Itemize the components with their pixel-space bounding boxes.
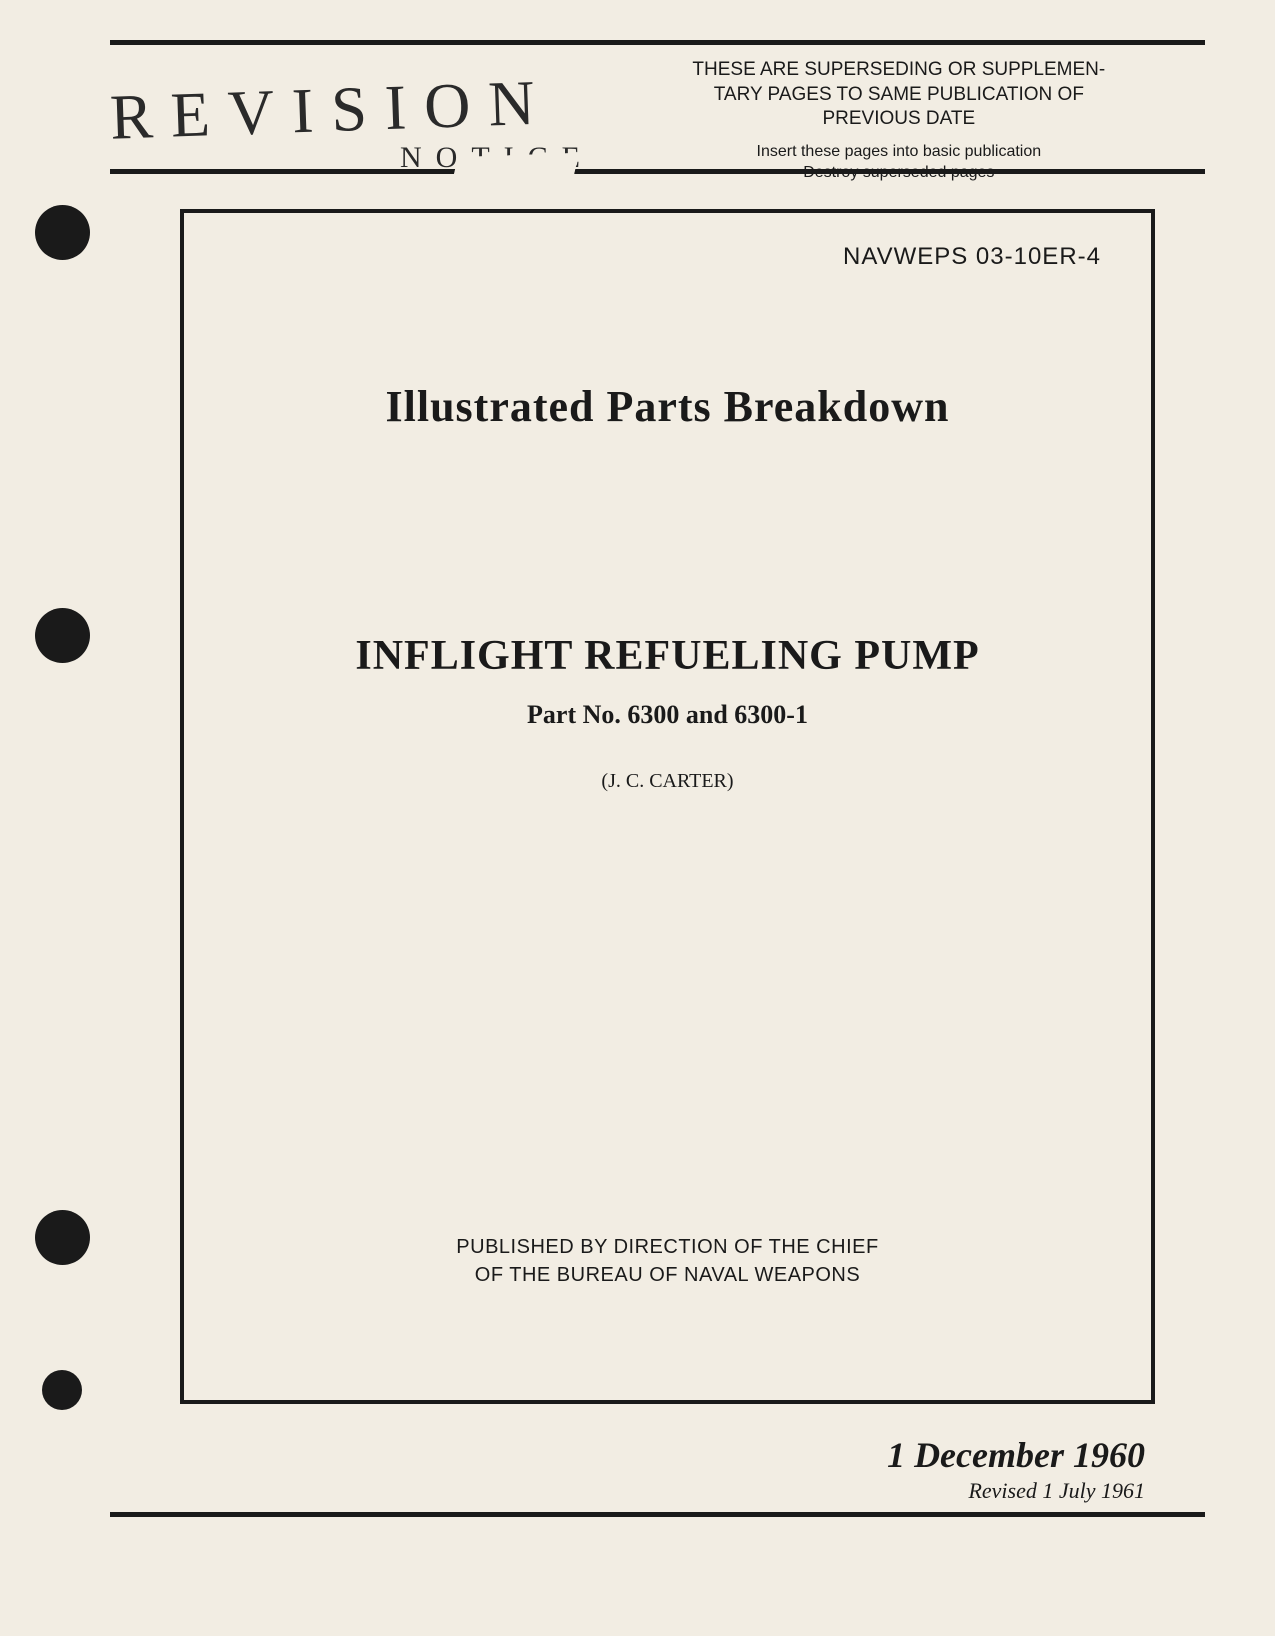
main-content-box: NAVWEPS 03-10ER-4 Illustrated Parts Brea… [180, 209, 1155, 1404]
instruction-text: Insert these pages into basic publicatio… [593, 142, 1205, 184]
document-id: NAVWEPS 03-10ER-4 [224, 243, 1101, 271]
supersede-line: TARY PAGES TO SAME PUBLICATION OF [714, 84, 1084, 105]
supersede-text: THESE ARE SUPERSEDING OR SUPPLEMEN- TARY… [593, 58, 1205, 132]
tab-cutout [451, 153, 579, 187]
publication-date: 1 December 1960 [90, 1434, 1145, 1476]
header-rule-container [110, 169, 1205, 174]
instruction-line: Insert these pages into basic publicatio… [757, 143, 1042, 160]
header-section: REVISION NOTICE THESE ARE SUPERSEDING OR… [110, 53, 1205, 184]
revision-date: Revised 1 July 1961 [90, 1478, 1145, 1504]
publisher-line: PUBLISHED BY DIRECTION OF THE CHIEF [456, 1236, 878, 1258]
supersede-line: THESE ARE SUPERSEDING OR SUPPLEMEN- [692, 59, 1105, 80]
publisher-text: PUBLISHED BY DIRECTION OF THE CHIEF OF T… [224, 1233, 1111, 1289]
part-number: Part No. 6300 and 6300-1 [224, 700, 1111, 730]
manufacturer: (J. C. CARTER) [224, 770, 1111, 793]
page-container: REVISION NOTICE THESE ARE SUPERSEDING OR… [0, 0, 1275, 1636]
document-title: Illustrated Parts Breakdown [224, 381, 1111, 432]
footer-rule [110, 1512, 1205, 1517]
supersede-line: PREVIOUS DATE [822, 108, 975, 129]
header-rule [110, 169, 1205, 174]
top-rule [110, 40, 1205, 45]
footer-date-section: 1 December 1960 Revised 1 July 1961 [90, 1434, 1145, 1504]
revision-notice-block: REVISION NOTICE [110, 53, 553, 147]
header-instructions: THESE ARE SUPERSEDING OR SUPPLEMEN- TARY… [553, 53, 1205, 184]
subject-title: INFLIGHT REFUELING PUMP [224, 632, 1111, 680]
publisher-line: OF THE BUREAU OF NAVAL WEAPONS [475, 1264, 860, 1286]
